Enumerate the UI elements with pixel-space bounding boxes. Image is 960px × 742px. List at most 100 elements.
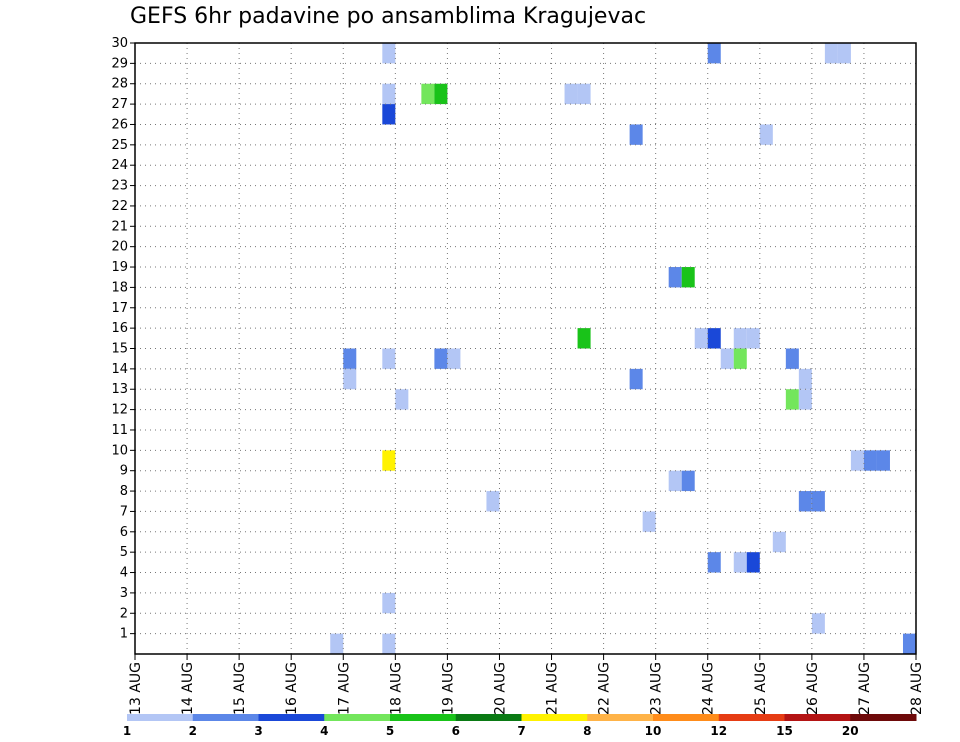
y-tick-label: 29 xyxy=(111,56,128,71)
precip-cell xyxy=(486,491,500,512)
precip-cell xyxy=(811,491,825,512)
x-tick-label: 24 AUG xyxy=(701,662,717,715)
x-tick-label: 13 AUG xyxy=(128,662,144,715)
precip-cell xyxy=(382,104,396,125)
y-tick-label: 17 xyxy=(111,301,128,316)
precip-cell xyxy=(733,348,747,369)
precip-cell xyxy=(798,491,812,512)
precip-cell xyxy=(876,450,890,471)
colorbar-segment xyxy=(850,714,917,721)
colorbar-segment xyxy=(718,714,785,721)
y-tick-label: 4 xyxy=(120,566,128,581)
precip-cell xyxy=(629,124,643,145)
colorbar-segment xyxy=(455,714,522,721)
x-tick-label: 21 AUG xyxy=(545,662,561,715)
colorbar-segment xyxy=(324,714,391,721)
precip-cell xyxy=(694,328,708,349)
x-tick-label: 19 AUG xyxy=(440,662,456,715)
precip-cell xyxy=(707,552,721,573)
colorbar-label: 12 xyxy=(710,724,727,738)
y-tick-label: 9 xyxy=(120,464,128,479)
y-tick-label: 13 xyxy=(111,382,128,397)
y-tick-label: 11 xyxy=(111,423,128,438)
precip-cell xyxy=(733,552,747,573)
colorbar-label: 3 xyxy=(254,724,262,738)
precip-cell xyxy=(785,348,799,369)
y-tick-label: 22 xyxy=(111,199,128,214)
colorbar-label: 7 xyxy=(517,724,525,738)
y-tick-label: 19 xyxy=(111,260,128,275)
y-tick-label: 12 xyxy=(111,403,128,418)
precip-cell xyxy=(863,450,877,471)
precip-cell xyxy=(811,613,825,634)
x-tick-label: 28 AUG xyxy=(909,662,925,715)
precip-cell xyxy=(707,328,721,349)
colorbar-label: 20 xyxy=(842,724,859,738)
precip-cell xyxy=(746,328,760,349)
precip-cell xyxy=(707,43,721,64)
precip-cell xyxy=(382,348,396,369)
y-tick-label: 27 xyxy=(111,97,128,112)
colorbar-label: 6 xyxy=(452,724,460,738)
colorbar-layer: 1 2 3 4 5 6 7 8 10 12 15 20 xyxy=(123,714,917,738)
precip-cell xyxy=(837,43,851,64)
y-tick-label: 30 xyxy=(111,36,128,51)
precip-cell xyxy=(382,633,396,654)
precip-cell xyxy=(681,267,695,288)
precip-cell xyxy=(577,83,591,105)
y-tick-label: 21 xyxy=(111,219,128,234)
precip-cell xyxy=(798,389,812,410)
precip-cell xyxy=(434,348,448,369)
precip-cell xyxy=(785,389,799,410)
precip-cell xyxy=(824,43,838,64)
y-tick-label: 5 xyxy=(120,545,128,560)
x-tick-label: 27 AUG xyxy=(857,662,873,715)
precip-cell xyxy=(850,450,864,471)
colorbar-segment xyxy=(784,714,851,721)
precip-cell xyxy=(343,348,357,369)
colorbar-label: 2 xyxy=(189,724,197,738)
x-tick-label: 17 AUG xyxy=(336,662,352,715)
x-tick-label: 20 AUG xyxy=(492,662,508,715)
precip-cell xyxy=(564,83,578,105)
colorbar-segment xyxy=(258,714,325,721)
precip-cell xyxy=(343,368,357,390)
y-tick-label: 25 xyxy=(111,138,128,153)
colorbar-label: 5 xyxy=(386,724,394,738)
x-tick-label: 14 AUG xyxy=(180,662,196,715)
precip-cell xyxy=(902,633,916,654)
precip-cell xyxy=(382,83,396,105)
precip-cell xyxy=(668,267,682,288)
x-tick-label: 23 AUG xyxy=(649,662,665,715)
colorbar-segment xyxy=(653,714,720,721)
axis-layer: 1234567891011121314151617181920212223242… xyxy=(111,36,925,715)
precip-cell xyxy=(421,83,435,105)
precip-cell xyxy=(772,531,786,553)
x-tick-label: 26 AUG xyxy=(805,662,821,715)
colorbar-segment xyxy=(390,714,457,721)
colorbar-segment xyxy=(521,714,588,721)
y-tick-label: 2 xyxy=(120,606,128,621)
precip-cell xyxy=(642,511,656,532)
y-tick-label: 24 xyxy=(111,158,128,173)
y-tick-label: 15 xyxy=(111,342,128,357)
precip-cell xyxy=(395,389,409,410)
y-tick-label: 10 xyxy=(111,443,128,458)
y-tick-label: 3 xyxy=(120,586,128,601)
precip-cell xyxy=(746,552,760,573)
y-tick-label: 7 xyxy=(120,504,128,519)
grid-layer xyxy=(135,43,916,654)
x-tick-label: 16 AUG xyxy=(284,662,300,715)
precip-cell xyxy=(759,124,773,145)
colorbar-label: 1 xyxy=(123,724,131,738)
precip-cell xyxy=(382,43,396,64)
x-tick-label: 18 AUG xyxy=(388,662,404,715)
cells-layer xyxy=(330,43,916,654)
x-tick-label: 25 AUG xyxy=(753,662,769,715)
precip-cell xyxy=(434,83,448,105)
precip-cell xyxy=(447,348,461,369)
precip-cell xyxy=(382,592,396,614)
y-tick-label: 28 xyxy=(111,77,128,92)
precip-cell xyxy=(798,368,812,390)
